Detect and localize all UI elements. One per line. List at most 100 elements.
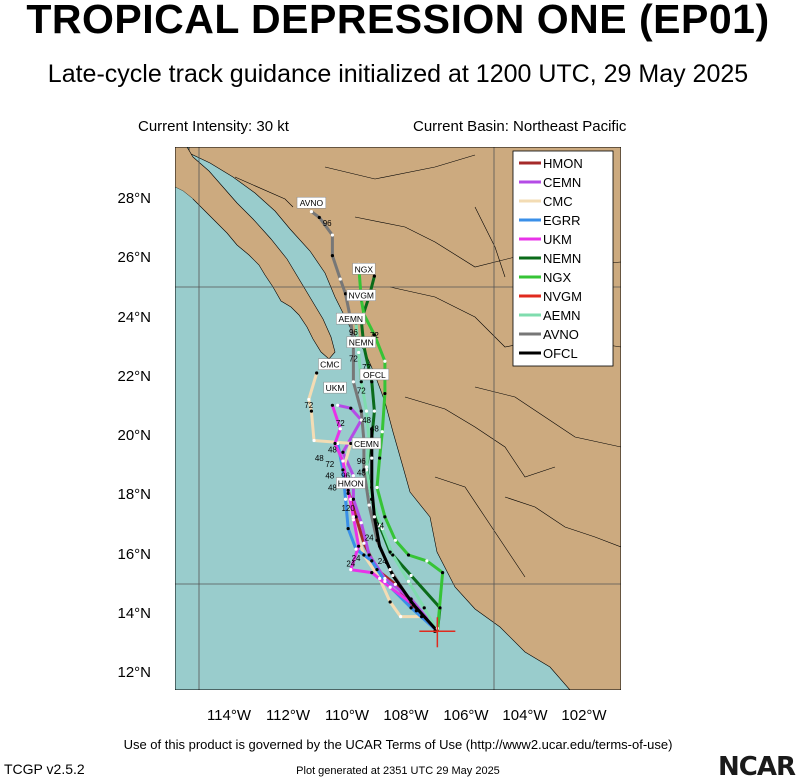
track-point-avno <box>388 568 392 572</box>
legend-label-nemn: NEMN <box>543 251 581 266</box>
forecast-hour-label: 96 <box>341 472 350 481</box>
legend-label-avno: AVNO <box>543 327 579 342</box>
track-point-ofcl <box>372 515 376 519</box>
lat-label-22: 22°N <box>117 368 151 385</box>
model-label-ngx: NGX <box>355 264 374 274</box>
legend-label-aemn: AEMN <box>543 308 581 323</box>
track-point-avno <box>375 538 379 542</box>
track-point-ngx <box>441 570 445 575</box>
track-point-ukm <box>330 403 335 407</box>
forecast-hour-label: 72 <box>325 460 334 469</box>
track-ukm <box>330 404 439 633</box>
track-points <box>307 209 445 633</box>
forecast-hour-label: 24 <box>346 560 355 569</box>
model-label-box <box>336 312 366 325</box>
lon-label-112: 112°W <box>265 707 311 724</box>
track-point-cemn <box>359 418 363 422</box>
baja-sea-edge <box>175 187 193 203</box>
lon-label-108: 108°W <box>383 707 429 724</box>
track-point-aemn <box>357 350 361 355</box>
model-label-box <box>346 336 376 348</box>
track-point-cmc <box>307 397 311 402</box>
track-point-aemn <box>364 409 369 413</box>
forecast-hour-label: 48 <box>328 445 337 454</box>
track-point-egrr <box>346 526 350 531</box>
track-point-avno <box>330 233 335 237</box>
model-label-box <box>336 477 366 489</box>
track-point-ofcl <box>370 456 374 460</box>
track-point-avno <box>367 503 371 507</box>
page-subtitle: Late-cycle track guidance initialized at… <box>47 60 749 88</box>
track-point-egrr <box>343 497 348 501</box>
baja-peninsula <box>175 147 336 360</box>
forecast-hour-label: 48 <box>325 472 334 481</box>
track-point-ngx <box>393 538 397 542</box>
generated-time: Plot generated at 2351 UTC 29 May 2025 <box>296 765 500 777</box>
forecast-hour-label: 72 <box>370 331 379 340</box>
legend-label-hmon: HMON <box>543 156 583 171</box>
track-point-avno <box>309 209 314 214</box>
lat-label-18: 18°N <box>117 486 151 503</box>
track-point-nemn <box>370 380 374 384</box>
track-point-cmc <box>362 553 366 557</box>
track-point-egrr <box>336 441 340 446</box>
model-label-hmon: HMON <box>338 479 364 489</box>
model-label-ukm: UKM <box>326 383 345 393</box>
forecast-hour-label: 48 <box>315 454 324 463</box>
track-point-cmc <box>378 576 382 581</box>
track-point-ukm <box>338 427 342 431</box>
legend-label-ukm: UKM <box>543 232 572 247</box>
track-point-cemn <box>383 576 387 581</box>
forecast-hour-label: 96 <box>323 219 332 228</box>
lat-label-20: 20°N <box>117 427 151 444</box>
ncar-logo: NCAR <box>718 752 796 782</box>
model-label-avno: AVNO <box>300 198 324 208</box>
track-point-ofcl <box>370 485 374 490</box>
model-label-aemn: AEMN <box>338 314 363 324</box>
track-point-cmc <box>346 491 350 495</box>
track-point-aemn <box>359 380 363 384</box>
track-point-avno <box>409 600 413 604</box>
legend-label-cemn: CEMN <box>543 175 581 190</box>
model-label-box <box>352 263 376 275</box>
model-label-box <box>323 381 347 394</box>
track-point-nemn <box>372 274 376 278</box>
legend-label-ngx: NGX <box>543 270 572 285</box>
track-point-cmc <box>309 409 314 413</box>
forecast-hour-label: 48 <box>328 483 337 492</box>
track-point-egrr <box>383 579 387 583</box>
track-point-cmc <box>315 371 319 375</box>
current-basin: Current Basin: Northeast Pacific <box>413 118 627 135</box>
model-label-box <box>359 368 390 381</box>
track-point-ngx <box>378 456 382 460</box>
forecast-hour-label: 96 <box>357 457 366 466</box>
track-point-egrr <box>341 468 345 472</box>
track-point-cmc <box>399 615 403 619</box>
track-point-aemn <box>364 468 369 472</box>
track-point-avno <box>338 277 342 281</box>
legend-label-ofcl: OFCL <box>543 346 578 361</box>
model-label-box <box>351 437 382 450</box>
track-point-aemn <box>422 606 426 610</box>
track-point-ngx <box>375 485 379 490</box>
track-point-cmc <box>420 615 424 619</box>
track-point-cemn <box>359 521 363 525</box>
track-point-nemn <box>438 606 442 610</box>
track-point-ofcl <box>378 544 382 548</box>
track-point-cmc <box>349 441 353 446</box>
track-point-avno <box>317 215 321 220</box>
track-point-ukm <box>346 488 350 493</box>
track-point-ukm <box>357 544 361 548</box>
track-point-ngx <box>383 515 387 519</box>
track-point-ukm <box>388 585 392 589</box>
lat-label-28: 28°N <box>117 190 151 207</box>
track-point-hmon <box>393 582 397 586</box>
model-label-nemn: NEMN <box>349 338 374 348</box>
lon-label-102: 102°W <box>561 707 607 724</box>
track-point-ngx <box>380 430 384 434</box>
forecast-hour-label: 24 <box>352 554 361 563</box>
model-label-box <box>296 196 327 209</box>
terms-of-use: Use of this product is governed by the U… <box>123 737 673 752</box>
track-point-avno <box>343 292 348 296</box>
